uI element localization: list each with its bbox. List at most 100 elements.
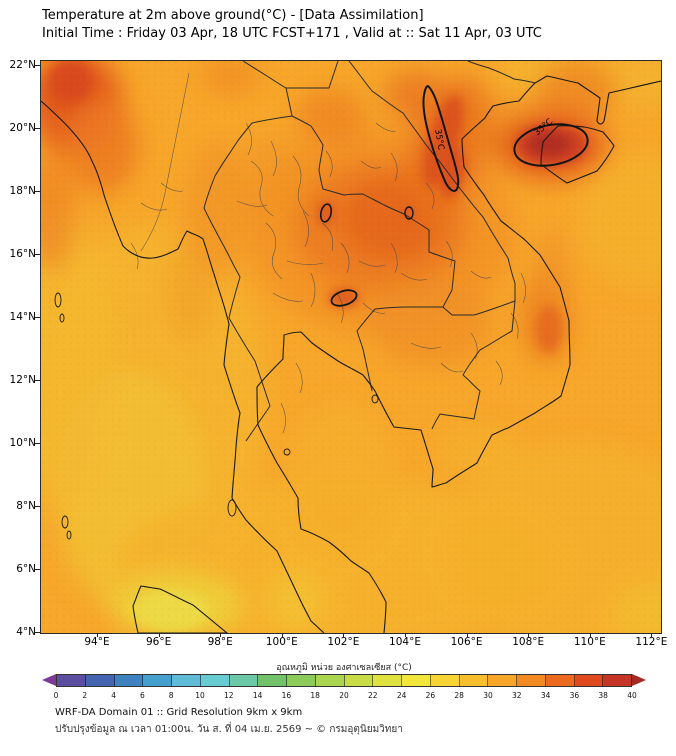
y-tick-label: 4°N (16, 626, 36, 638)
x-tick-mark (651, 633, 653, 637)
colorbar-tick-label: 18 (310, 691, 320, 700)
colorbar-segment (344, 675, 374, 686)
coastline-path (41, 75, 661, 633)
x-tick-mark (589, 633, 591, 637)
sumatra-outline (132, 585, 228, 633)
footer-domain-info: WRF-DA Domain 01 :: Grid Resolution 9km … (55, 707, 303, 718)
contour-35c-small-3 (404, 206, 414, 220)
y-tick-mark (35, 632, 40, 633)
x-tick-mark (281, 633, 283, 637)
x-tick-label: 112°E (635, 636, 668, 648)
map-subtitle: Initial Time : Friday 03 Apr, 18 UTC FCS… (42, 26, 542, 41)
colorbar-segment (574, 675, 604, 686)
colorbar-tick-label: 40 (627, 691, 637, 700)
colorbar-segment (143, 675, 172, 686)
y-tick-label: 10°N (9, 437, 36, 449)
x-tick-label: 94°E (84, 636, 110, 648)
x-tick-label: 102°E (327, 636, 360, 648)
colorbar-segment (517, 675, 546, 686)
x-tick-label: 100°E (265, 636, 298, 648)
colorbar-segment (315, 675, 345, 686)
map-plot-area: 35°C 35°C (40, 60, 662, 634)
map-title: Temperature at 2m above ground(°C) - [Da… (42, 8, 424, 23)
x-tick-mark (405, 633, 406, 637)
colorbar-underflow-arrow (42, 674, 56, 686)
colorbar-tick-label: 32 (512, 691, 522, 700)
y-tick-mark (35, 128, 40, 129)
x-tick-label: 98°E (207, 636, 233, 648)
x-tick-mark (528, 633, 530, 637)
colorbar-tick-label: 8 (168, 691, 174, 700)
y-tick-mark (35, 506, 40, 507)
colorbar-tick-label: 36 (569, 691, 580, 700)
province-borders (130, 72, 526, 434)
colorbar-tick-label: 34 (540, 691, 551, 700)
x-tick-mark (220, 633, 222, 637)
colorbar-tick-label: 26 (425, 691, 436, 700)
colorbar-tick-label: 14 (252, 691, 263, 700)
country-borders (203, 61, 536, 442)
colorbar-tick-label: 22 (368, 691, 378, 700)
colorbar-tick-label: 30 (483, 691, 493, 700)
x-tick-label: 96°E (145, 636, 172, 648)
x-tick-label: 106°E (450, 636, 483, 648)
colorbar-segment (402, 675, 431, 686)
x-tick-label: 108°E (512, 636, 545, 648)
colorbar-tick-label: 2 (82, 691, 88, 700)
y-tick-label: 16°N (9, 248, 36, 260)
x-tick-mark (158, 633, 160, 637)
contour-35c-small-2 (330, 289, 358, 307)
y-tick-label: 14°N (9, 311, 36, 323)
colorbar-tick-label: 38 (598, 691, 608, 700)
small-islands (54, 292, 379, 540)
y-tick-mark (35, 317, 40, 318)
contour-35c-band (422, 85, 460, 192)
x-tick-label: 110°E (573, 636, 606, 648)
footer-update-info: ปรับปรุงข้อมูล ณ เวลา 01:00น. วัน ส. ที่… (55, 724, 403, 735)
colorbar-tick-label: 4 (111, 691, 116, 700)
colorbar-overflow-arrow (632, 674, 646, 686)
x-tick-mark (466, 633, 468, 637)
x-tick-mark (343, 633, 345, 637)
colorbar-tick-label: 20 (339, 691, 349, 700)
y-tick-label: 8°N (16, 500, 36, 512)
y-tick-label: 22°N (9, 59, 36, 71)
colorbar-segment (430, 675, 460, 686)
colorbar-segment (172, 675, 201, 686)
colorbar-segment (258, 675, 287, 686)
y-tick-mark (35, 443, 40, 444)
hainan-island-outline (540, 125, 615, 184)
x-tick-label: 104°E (389, 636, 421, 648)
colorbar-segment (488, 675, 517, 686)
colorbar-segment (459, 675, 489, 686)
colorbar-tick-label: 28 (454, 691, 464, 700)
colorbar-title: อุณหภูมิ หน่วย องศาเซลเซียส (°C) (276, 663, 412, 673)
map-svg: 35°C 35°C (41, 61, 661, 633)
colorbar-segment (200, 675, 230, 686)
colorbar-segments (56, 674, 632, 687)
colorbar-segment (114, 675, 144, 686)
field-noise-texture (41, 61, 661, 633)
colorbar-tick-label: 24 (396, 691, 407, 700)
y-tick-mark (35, 191, 40, 192)
y-tick-mark (35, 380, 40, 381)
contour-label-35c-band: 35°C (432, 128, 446, 150)
colorbar-segment (373, 675, 402, 686)
x-tick-mark (97, 633, 98, 637)
colorbar-segment (57, 675, 86, 686)
y-tick-label: 6°N (16, 563, 36, 575)
contour-35c-small-1 (319, 203, 333, 223)
colorbar-segment (229, 675, 259, 686)
contour-35c-spot (513, 123, 589, 167)
colorbar-tick-label: 0 (53, 691, 59, 700)
colorbar-segment (287, 675, 316, 686)
colorbar-tick-label: 16 (281, 691, 292, 700)
colorbar-segment (545, 675, 575, 686)
colorbar-tick-label: 10 (195, 691, 205, 700)
colorbar-tick-label: 6 (140, 691, 145, 700)
colorbar-segment (85, 675, 115, 686)
colorbar (42, 674, 646, 687)
colorbar-segment (603, 675, 631, 686)
temperature-contours-35c (319, 85, 589, 307)
